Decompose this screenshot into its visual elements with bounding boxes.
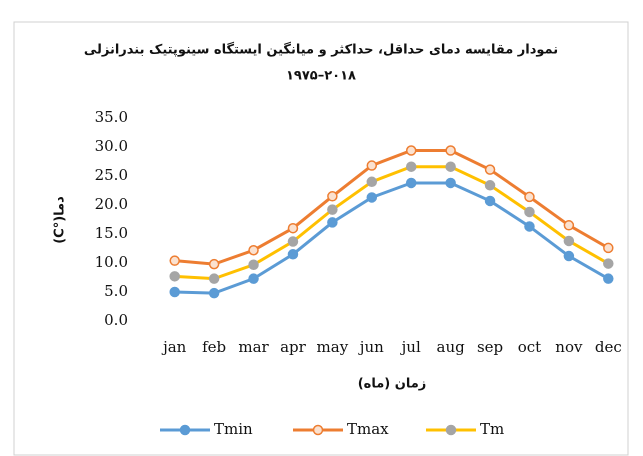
legend-marker [312, 424, 324, 436]
series-line [174, 148, 610, 266]
data-point [208, 287, 220, 299]
x-tick-label: apr [280, 338, 307, 356]
legend-marker [445, 424, 457, 436]
x-tick-label: nov [555, 338, 583, 356]
data-point [248, 273, 259, 284]
legend-label: Tmax [347, 420, 389, 438]
x-tick-label: may [317, 338, 349, 356]
y-tick-label: 15.0 [95, 224, 128, 242]
series-line [174, 181, 610, 295]
y-axis-label: دما(°C) [53, 196, 68, 244]
y-tick-label: 35.0 [95, 108, 128, 126]
data-point [405, 177, 417, 189]
x-tick-label: jun [358, 338, 384, 356]
data-point [287, 222, 299, 234]
data-point [327, 191, 338, 202]
y-tick-label: 0.0 [104, 311, 128, 329]
x-tick-label: aug [437, 338, 466, 356]
data-point [563, 235, 575, 247]
x-axis-label: زمان (ماه) [358, 377, 427, 392]
x-tick-label: oct [518, 338, 541, 356]
series-line [174, 165, 610, 281]
data-point [208, 258, 220, 270]
chart-title: نمودار مقایسه دمای حداقل، حداکثر و میانگ… [84, 42, 558, 58]
x-tick-label: sep [477, 338, 503, 356]
data-point [405, 145, 417, 156]
x-tick-label: feb [202, 338, 226, 356]
data-point [366, 192, 378, 203]
legend-marker [179, 424, 191, 436]
data-point [366, 176, 378, 188]
x-tick-label: jul [400, 338, 421, 356]
x-tick-label: mar [238, 338, 269, 356]
data-point [484, 195, 496, 207]
y-tick-label: 5.0 [104, 282, 128, 300]
data-point [405, 161, 417, 172]
data-point [366, 160, 378, 171]
data-point [484, 164, 496, 175]
data-point [603, 258, 614, 269]
data-point [248, 244, 259, 256]
y-tick-label: 20.0 [95, 195, 128, 213]
data-point [287, 236, 299, 247]
legend-label: Tm [480, 420, 504, 438]
data-point [169, 271, 180, 282]
data-point [327, 217, 338, 228]
x-tick-label: dec [595, 338, 622, 356]
chart-frame [13, 21, 629, 456]
data-point [524, 206, 535, 218]
data-point [603, 273, 614, 284]
data-point [445, 145, 456, 156]
data-point [248, 259, 259, 270]
data-point [287, 249, 299, 260]
data-point [208, 273, 220, 284]
data-point [524, 191, 535, 203]
chart-subtitle: ۱۹۷۵–۲۰۱۸ [286, 69, 356, 84]
data-point [327, 204, 338, 215]
data-point [563, 250, 575, 262]
data-point [169, 255, 180, 266]
data-point [445, 177, 456, 189]
x-tick-label: jan [161, 338, 187, 356]
data-point [484, 180, 496, 191]
data-point [563, 220, 575, 231]
data-point [603, 242, 614, 254]
data-point [169, 286, 180, 298]
legend-label: Tmin [214, 420, 253, 438]
y-tick-label: 30.0 [95, 137, 128, 155]
data-point [445, 161, 456, 172]
data-point [524, 221, 535, 232]
y-tick-label: 10.0 [95, 253, 128, 271]
y-tick-label: 25.0 [95, 166, 128, 184]
